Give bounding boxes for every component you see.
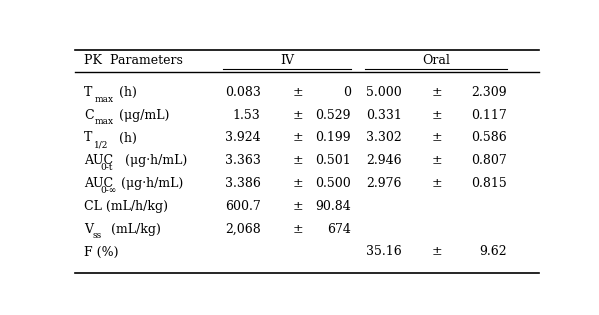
Text: (μg·h/mL): (μg·h/mL) — [121, 177, 183, 190]
Text: 0.199: 0.199 — [316, 131, 351, 145]
Text: PK  Parameters: PK Parameters — [84, 54, 183, 67]
Text: ±: ± — [292, 200, 303, 213]
Text: 5.000: 5.000 — [367, 86, 402, 99]
Text: ±: ± — [292, 154, 303, 167]
Text: (mL/kg): (mL/kg) — [107, 223, 161, 236]
Text: ss: ss — [92, 232, 102, 240]
Text: Oral: Oral — [422, 54, 450, 67]
Text: 674: 674 — [327, 223, 351, 236]
Text: max: max — [95, 117, 113, 126]
Text: 0.331: 0.331 — [366, 109, 402, 122]
Text: 90.84: 90.84 — [315, 200, 351, 213]
Text: 0.529: 0.529 — [316, 109, 351, 122]
Text: 2,068: 2,068 — [225, 223, 261, 236]
Text: 9.62: 9.62 — [479, 245, 507, 259]
Text: ±: ± — [432, 154, 442, 167]
Text: ±: ± — [292, 177, 303, 190]
Text: 3.924: 3.924 — [225, 131, 261, 145]
Text: 1/2: 1/2 — [95, 140, 109, 149]
Text: AUC: AUC — [84, 177, 113, 190]
Text: 0.807: 0.807 — [471, 154, 507, 167]
Text: 3.363: 3.363 — [225, 154, 261, 167]
Text: ±: ± — [292, 131, 303, 145]
Text: (h): (h) — [115, 86, 137, 99]
Text: (μg/mL): (μg/mL) — [115, 109, 169, 122]
Text: AUC: AUC — [84, 154, 113, 167]
Text: CL (mL/h/kg): CL (mL/h/kg) — [84, 200, 168, 213]
Text: 600.7: 600.7 — [225, 200, 261, 213]
Text: 0.815: 0.815 — [471, 177, 507, 190]
Text: ±: ± — [292, 109, 303, 122]
Text: IV: IV — [280, 54, 294, 67]
Text: 1.53: 1.53 — [233, 109, 261, 122]
Text: ±: ± — [292, 86, 303, 99]
Text: 0.083: 0.083 — [225, 86, 261, 99]
Text: F (%): F (%) — [84, 245, 119, 259]
Text: 35.16: 35.16 — [367, 245, 402, 259]
Text: 2.976: 2.976 — [367, 177, 402, 190]
Text: ±: ± — [432, 109, 442, 122]
Text: 0: 0 — [343, 86, 351, 99]
Text: 0-∞: 0-∞ — [101, 186, 117, 195]
Text: 2.946: 2.946 — [367, 154, 402, 167]
Text: max: max — [95, 95, 113, 104]
Text: ±: ± — [292, 223, 303, 236]
Text: ±: ± — [432, 131, 442, 145]
Text: T: T — [84, 131, 92, 145]
Text: 0.586: 0.586 — [471, 131, 507, 145]
Text: 0.117: 0.117 — [471, 109, 507, 122]
Text: 0-t: 0-t — [101, 163, 113, 172]
Text: 3.386: 3.386 — [225, 177, 261, 190]
Text: 0.501: 0.501 — [315, 154, 351, 167]
Text: V: V — [84, 223, 93, 236]
Text: 2.309: 2.309 — [471, 86, 507, 99]
Text: (μg·h/mL): (μg·h/mL) — [121, 154, 187, 167]
Text: 0.500: 0.500 — [315, 177, 351, 190]
Text: ±: ± — [432, 177, 442, 190]
Text: C: C — [84, 109, 94, 122]
Text: ±: ± — [432, 245, 442, 259]
Text: ±: ± — [432, 86, 442, 99]
Text: 3.302: 3.302 — [367, 131, 402, 145]
Text: (h): (h) — [115, 131, 137, 145]
Text: T: T — [84, 86, 92, 99]
